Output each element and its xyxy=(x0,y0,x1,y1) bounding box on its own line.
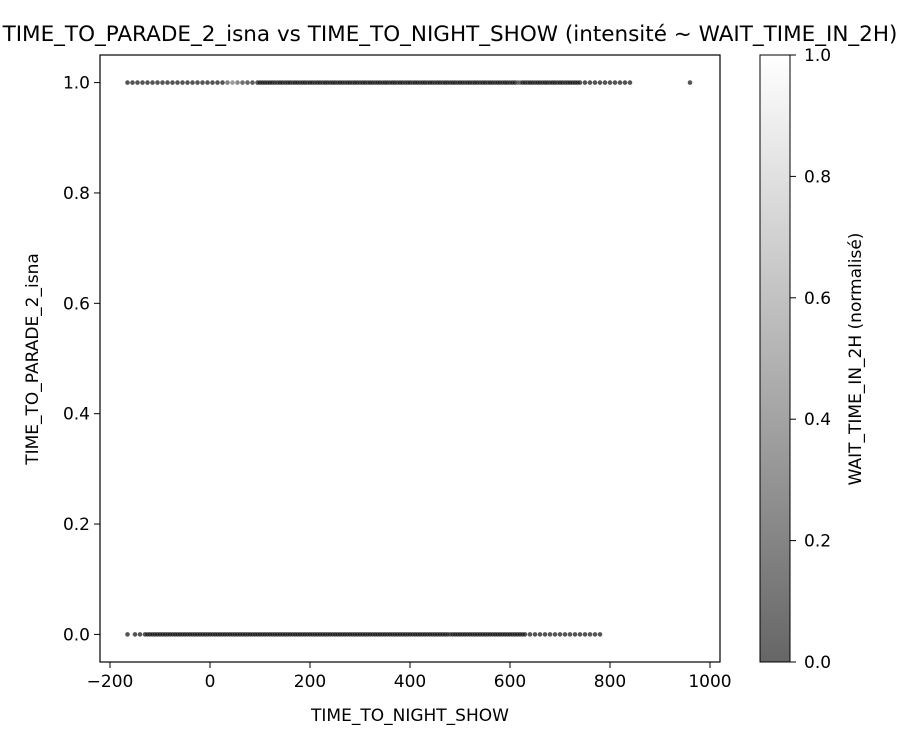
colorbar-label: WAIT_TIME_IN_2H (normalisé) xyxy=(846,233,866,486)
scatter-point xyxy=(587,632,593,637)
y-tick-label: 0.4 xyxy=(63,405,90,425)
scatter-point xyxy=(557,632,563,637)
colorbar-tick-label: 0.0 xyxy=(804,653,831,673)
scatter-point xyxy=(190,80,195,85)
scatter-point xyxy=(552,632,558,637)
x-tick-label: 800 xyxy=(594,672,626,692)
scatter-point xyxy=(567,632,573,637)
scatter-point xyxy=(532,632,538,637)
scatter-point xyxy=(185,80,190,85)
scatter-point xyxy=(592,632,598,637)
x-tick-label: 1000 xyxy=(688,672,731,692)
scatter-point xyxy=(175,80,180,85)
scatter-point xyxy=(577,80,583,85)
scatter-point xyxy=(537,632,543,637)
scatter-point xyxy=(587,80,593,85)
scatter-point xyxy=(195,80,200,85)
scatter-point xyxy=(527,632,533,637)
scatter-point xyxy=(135,80,140,85)
scatter-point xyxy=(160,80,165,85)
colorbar-tick-label: 0.8 xyxy=(804,167,831,187)
scatter-points xyxy=(125,80,693,637)
colorbar-tick-label: 0.4 xyxy=(804,410,831,430)
y-tick-label: 0.6 xyxy=(63,294,90,314)
x-axis-ticks: −200 0 200 400 600 800 1000 xyxy=(87,662,732,692)
y-axis-label: TIME_TO_PARADE_2_isna xyxy=(23,253,43,466)
x-tick-label: −200 xyxy=(87,672,134,692)
scatter-point xyxy=(150,80,155,85)
scatter-point xyxy=(145,80,150,85)
scatter-point xyxy=(130,80,135,85)
scatter-point xyxy=(612,80,618,85)
scatter-point xyxy=(597,632,603,637)
scatter-point xyxy=(245,80,250,85)
scatter-point xyxy=(687,80,693,85)
y-axis-ticks: 0.0 0.2 0.4 0.6 0.8 1.0 xyxy=(63,74,100,645)
scatter-point xyxy=(582,632,588,637)
scatter-point xyxy=(597,80,603,85)
y-tick-label: 0.2 xyxy=(63,515,90,535)
plot-frame xyxy=(99,54,721,663)
scatter-point xyxy=(230,80,235,85)
colorbar-tick-label: 0.2 xyxy=(804,532,831,552)
scatter-point xyxy=(607,80,613,85)
x-tick-label: 0 xyxy=(205,672,216,692)
chart-title: TIME_TO_PARADE_2_isna vs TIME_TO_NIGHT_S… xyxy=(2,22,898,47)
scatter-point xyxy=(542,632,548,637)
scatter-point xyxy=(215,80,220,85)
y-tick-label: 0.8 xyxy=(63,184,90,204)
colorbar xyxy=(759,54,791,663)
scatter-point xyxy=(572,632,578,637)
scatter-point xyxy=(522,632,528,637)
scatter-point xyxy=(225,80,230,85)
x-tick-label: 600 xyxy=(494,672,526,692)
scatter-point xyxy=(627,80,633,85)
scatter-point xyxy=(622,80,628,85)
scatter-point xyxy=(155,80,160,85)
scatter-point xyxy=(582,80,588,85)
scatter-point xyxy=(617,80,623,85)
x-tick-label: 200 xyxy=(294,672,326,692)
scatter-point xyxy=(592,80,598,85)
y-tick-label: 1.0 xyxy=(63,74,90,94)
scatter-point xyxy=(170,80,175,85)
x-axis-label: TIME_TO_NIGHT_SHOW xyxy=(310,706,509,726)
scatter-point xyxy=(137,632,143,637)
x-tick-label: 400 xyxy=(394,672,426,692)
colorbar-ticks: 0.0 0.2 0.4 0.6 0.8 1.0 xyxy=(790,46,831,673)
scatter-point xyxy=(125,80,130,85)
colorbar-tick-label: 1.0 xyxy=(804,46,831,66)
scatter-point xyxy=(125,632,130,637)
scatter-point xyxy=(577,632,583,637)
scatter-point xyxy=(140,80,145,85)
y-tick-label: 0.0 xyxy=(63,625,90,645)
scatter-point xyxy=(220,80,225,85)
scatter-point xyxy=(562,632,568,637)
scatter-point xyxy=(240,80,245,85)
scatter-point xyxy=(547,632,553,637)
scatter-point xyxy=(180,80,185,85)
scatter-point xyxy=(132,632,138,637)
scatter-point xyxy=(602,80,608,85)
scatter-point xyxy=(250,80,255,85)
scatter-point xyxy=(200,80,205,85)
scatter-point xyxy=(165,80,170,85)
scatter-point xyxy=(235,80,240,85)
scatter-point xyxy=(210,80,215,85)
colorbar-tick-label: 0.6 xyxy=(804,289,831,309)
scatter-point xyxy=(205,80,210,85)
